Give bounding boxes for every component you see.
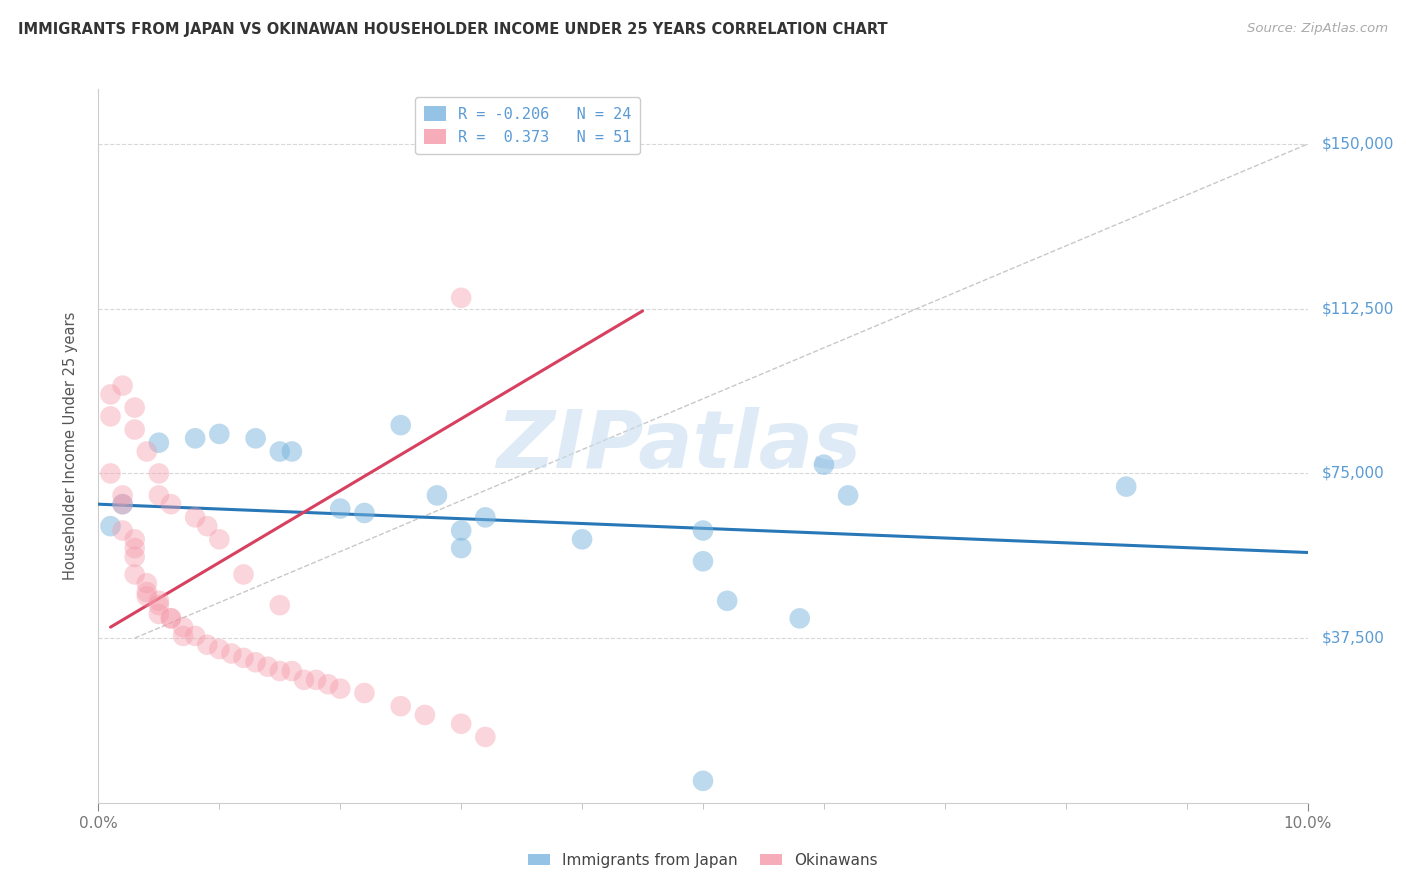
Point bbox=[329, 501, 352, 516]
Point bbox=[221, 647, 243, 661]
Point bbox=[208, 642, 231, 657]
Point bbox=[184, 510, 207, 524]
Point bbox=[160, 611, 183, 625]
Point bbox=[269, 598, 291, 612]
Point bbox=[571, 533, 593, 547]
Point bbox=[389, 418, 412, 433]
Point bbox=[124, 549, 146, 564]
Point bbox=[184, 431, 207, 445]
Point bbox=[389, 699, 412, 714]
Point bbox=[281, 664, 304, 678]
Point bbox=[148, 598, 170, 612]
Point bbox=[305, 673, 328, 687]
Point bbox=[813, 458, 835, 472]
Point bbox=[111, 378, 134, 392]
Point bbox=[111, 524, 134, 538]
Point bbox=[100, 409, 122, 424]
Point bbox=[111, 497, 134, 511]
Text: Source: ZipAtlas.com: Source: ZipAtlas.com bbox=[1247, 22, 1388, 36]
Point bbox=[195, 519, 218, 533]
Point bbox=[692, 524, 714, 538]
Point bbox=[269, 444, 291, 458]
Text: $112,500: $112,500 bbox=[1322, 301, 1395, 317]
Point bbox=[716, 594, 738, 608]
Y-axis label: Householder Income Under 25 years: Householder Income Under 25 years bbox=[63, 312, 77, 580]
Point bbox=[135, 585, 157, 599]
Point bbox=[232, 567, 254, 582]
Text: $37,500: $37,500 bbox=[1322, 631, 1385, 646]
Point bbox=[148, 594, 170, 608]
Point bbox=[256, 659, 278, 673]
Text: ZIPatlas: ZIPatlas bbox=[496, 407, 862, 485]
Legend: Immigrants from Japan, Okinawans: Immigrants from Japan, Okinawans bbox=[522, 847, 884, 873]
Point bbox=[450, 291, 472, 305]
Point bbox=[789, 611, 811, 625]
Point bbox=[353, 506, 375, 520]
Point bbox=[124, 533, 146, 547]
Point bbox=[474, 730, 496, 744]
Point bbox=[148, 467, 170, 481]
Point bbox=[426, 488, 449, 502]
Text: $150,000: $150,000 bbox=[1322, 136, 1395, 152]
Point bbox=[148, 607, 170, 621]
Point bbox=[208, 533, 231, 547]
Text: $75,000: $75,000 bbox=[1322, 466, 1385, 481]
Point bbox=[160, 497, 183, 511]
Point bbox=[474, 510, 496, 524]
Point bbox=[450, 541, 472, 555]
Point bbox=[450, 524, 472, 538]
Point bbox=[148, 435, 170, 450]
Point bbox=[100, 519, 122, 533]
Point bbox=[124, 423, 146, 437]
Point bbox=[111, 497, 134, 511]
Point bbox=[281, 444, 304, 458]
Point bbox=[100, 387, 122, 401]
Point bbox=[172, 629, 194, 643]
Point bbox=[269, 664, 291, 678]
Point bbox=[124, 401, 146, 415]
Point bbox=[172, 620, 194, 634]
Point bbox=[195, 638, 218, 652]
Point bbox=[450, 716, 472, 731]
Point bbox=[245, 431, 267, 445]
Point bbox=[135, 576, 157, 591]
Point bbox=[135, 444, 157, 458]
Text: IMMIGRANTS FROM JAPAN VS OKINAWAN HOUSEHOLDER INCOME UNDER 25 YEARS CORRELATION : IMMIGRANTS FROM JAPAN VS OKINAWAN HOUSEH… bbox=[18, 22, 889, 37]
Point bbox=[135, 590, 157, 604]
Point bbox=[329, 681, 352, 696]
Point bbox=[124, 567, 146, 582]
Point bbox=[184, 629, 207, 643]
Point bbox=[413, 708, 436, 723]
Point bbox=[316, 677, 339, 691]
Point bbox=[208, 426, 231, 441]
Point bbox=[245, 655, 267, 669]
Point bbox=[1115, 480, 1137, 494]
Point bbox=[232, 651, 254, 665]
Point bbox=[692, 773, 714, 788]
Point bbox=[692, 554, 714, 568]
Point bbox=[148, 488, 170, 502]
Point bbox=[111, 488, 134, 502]
Point bbox=[837, 488, 859, 502]
Point bbox=[292, 673, 315, 687]
Point bbox=[353, 686, 375, 700]
Point bbox=[160, 611, 183, 625]
Point bbox=[100, 467, 122, 481]
Point bbox=[124, 541, 146, 555]
